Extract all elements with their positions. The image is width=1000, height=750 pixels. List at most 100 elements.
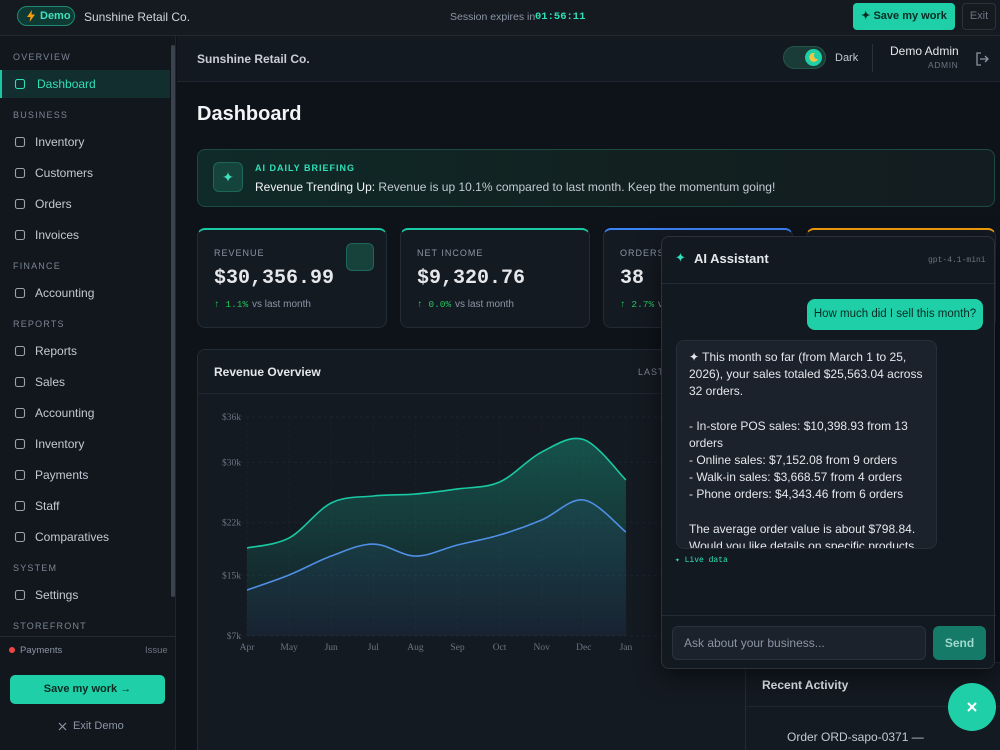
chart-title: Revenue Overview (214, 365, 321, 379)
x-tick-label: Nov (534, 643, 551, 653)
company: Sunshine Retail Co. (84, 10, 191, 24)
y-tick-label: $15k (222, 571, 241, 582)
nav-item[interactable]: Staff (0, 492, 170, 520)
user-message: How much did I sell this month? (807, 299, 983, 330)
range-label: LAST (638, 367, 665, 377)
nav-icon (14, 78, 26, 90)
briefing-headline: Revenue Trending Up: (255, 180, 376, 194)
kpi-icon (346, 243, 374, 271)
nav-section: BUSINESS (13, 110, 69, 120)
nav-item[interactable]: Accounting (0, 279, 170, 307)
nav-item[interactable]: Customers (0, 159, 170, 187)
save-button[interactable]: ✦ Save my work (853, 3, 955, 30)
session-label: Session expires in (450, 11, 536, 23)
nav-item[interactable]: Comparatives (0, 523, 170, 551)
nav-section: OVERVIEW (13, 52, 71, 62)
nav-item[interactable]: Payments (0, 461, 170, 489)
nav-icon (14, 469, 26, 481)
kpi-value: $30,356.99 (214, 267, 335, 290)
status-dot (9, 647, 15, 653)
save-button[interactable]: Save my work → (10, 675, 165, 704)
briefing-label: AI DAILY BRIEFING (255, 163, 356, 173)
nav-item[interactable]: Inventory (0, 430, 170, 458)
assistant-panel: ✦ AI Assistant gpt-4.1-mini How much did… (661, 236, 996, 669)
nav-icon (14, 167, 26, 179)
nav-icon (14, 229, 26, 241)
divider (872, 44, 873, 72)
x-tick-label: May (280, 643, 298, 653)
exit-button[interactable]: Exit (962, 3, 996, 30)
badge-text: Demo (40, 10, 71, 22)
kpi-note: vs last month (252, 299, 311, 310)
user-role: ADMIN (928, 60, 959, 70)
sidebar: OVERVIEW Dashboard BUSINESS Inventory Custom… (0, 36, 176, 750)
reply-paragraph: The average order value is about $798.84… (689, 521, 916, 549)
user-name: Demo Admin (890, 44, 959, 58)
nav-icon (14, 407, 26, 419)
close-fab[interactable] (948, 683, 996, 731)
x-tick-label: Jun (325, 643, 338, 653)
nav-section: FINANCE (13, 261, 61, 271)
y-tick-label: $36k (222, 412, 241, 423)
nav-icon (14, 198, 26, 210)
header: Sunshine Retail Co. Dark Demo Admin ADMI… (177, 36, 1000, 82)
nav-item[interactable]: Inventory (0, 128, 170, 156)
assistant-message: ✦ This month so far (from March 1 to 25,… (676, 340, 937, 549)
nav-icon (14, 531, 26, 543)
kpi-change: ↑ 0.0% (417, 299, 452, 310)
kpi-change: ↑ 1.1% (214, 299, 249, 310)
close-icon (58, 722, 67, 731)
nav-item[interactable]: Sales (0, 368, 170, 396)
sparkle-icon: ✦ (213, 162, 243, 192)
logout-icon[interactable] (975, 52, 989, 66)
activity-item: Order ORD-sapo-0371 — (787, 730, 924, 744)
nav-icon (14, 345, 26, 357)
top-bar: Demo Sunshine Retail Co. Session expires… (0, 0, 1000, 36)
nav: OVERVIEW Dashboard BUSINESS Inventory Custom… (0, 36, 172, 636)
kpi-change: ↑ 2.7% (620, 299, 655, 310)
nav-item[interactable]: Orders (0, 190, 170, 218)
reply-paragraph: ✦ This month so far (from March 1 to 25,… (689, 350, 923, 399)
x-tick-label: Sep (450, 643, 465, 653)
x-tick-label: Jan (620, 643, 633, 653)
briefing-body: Revenue Trending Up: Revenue is up 10.1%… (255, 180, 775, 194)
status-label: Payments (20, 645, 63, 656)
page-title: Dashboard (197, 103, 302, 125)
exit-demo[interactable]: Exit Demo (73, 720, 124, 732)
reply-paragraph: - In-store POS sales: $10,398.93 from 13… (689, 418, 908, 502)
live-label: ✦ Live data (675, 556, 728, 565)
area (247, 438, 626, 636)
chat-input[interactable]: Ask about your business... (672, 626, 926, 660)
kpi-label: REVENUE (214, 248, 265, 258)
nav-item[interactable]: Reports (0, 337, 170, 365)
briefing-text: Revenue is up 10.1% compared to last mon… (378, 180, 776, 194)
kpi-label: NET INCOME (417, 248, 484, 258)
line (246, 499, 627, 591)
moon-icon (809, 53, 818, 62)
nav-icon (14, 500, 26, 512)
nav-icon (14, 136, 26, 148)
nav-item[interactable]: Accounting (0, 399, 170, 427)
bolt-icon (27, 10, 35, 22)
divider (662, 615, 996, 616)
theme-label: Dark (835, 52, 859, 64)
x-tick-label: Dec (576, 643, 591, 653)
nav-item[interactable]: Dashboard (0, 70, 170, 98)
y-tick-label: $22k (222, 518, 241, 529)
divider (746, 706, 1000, 707)
status-state: Issue (145, 645, 168, 656)
nav-item[interactable]: Invoices (0, 221, 170, 249)
nav-item[interactable]: Settings (0, 581, 170, 609)
y-tick-label: $7k (227, 631, 242, 642)
divider (0, 636, 176, 637)
header-company: Sunshine Retail Co. (197, 52, 310, 66)
line (246, 437, 627, 549)
activity-title: Recent Activity (762, 678, 849, 692)
assistant-title: AI Assistant (694, 251, 769, 266)
ai-briefing: ✦ AI DAILY BRIEFING Revenue Trending Up:… (197, 149, 995, 207)
divider (662, 283, 996, 284)
sparkle-icon: ✦ (675, 250, 686, 265)
send-button[interactable]: Send (933, 626, 986, 660)
nav-section: STOREFRONT (13, 621, 87, 631)
